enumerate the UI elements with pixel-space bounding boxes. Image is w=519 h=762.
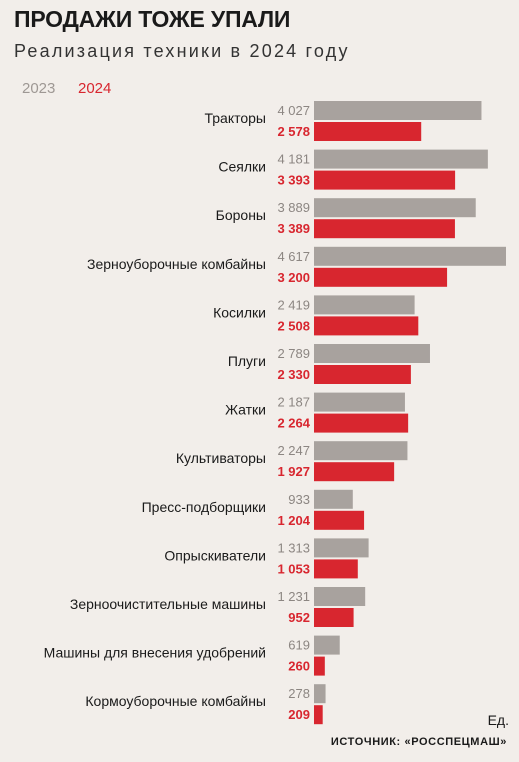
value-label-2024: 3 200: [277, 270, 310, 285]
value-label-2024: 3 393: [277, 173, 310, 188]
category-label: Бороны: [216, 207, 266, 223]
bar-2024: [314, 462, 395, 482]
bar-2024: [314, 413, 409, 433]
category-label: Опрыскиватели: [164, 547, 266, 563]
chart-title: ПРОДАЖИ ТОЖЕ УПАЛИ: [14, 6, 291, 32]
source-note: ИСТОЧНИК: «РОССПЕЦМАШ»: [330, 736, 507, 748]
category-label: Жатки: [225, 402, 266, 418]
bar-2023: [314, 344, 430, 363]
category-label: Сеялки: [218, 159, 266, 175]
bar-2024: [314, 267, 448, 287]
value-label-2024: 2 330: [277, 367, 310, 382]
value-label-2024: 2 508: [277, 318, 310, 333]
bar-2023: [314, 587, 366, 606]
value-label-2023: 4 181: [277, 152, 310, 167]
bar-2023: [314, 295, 415, 315]
value-label-2024: 2 264: [277, 416, 310, 431]
bar-2024: [314, 559, 358, 579]
bar-2024: [314, 608, 354, 627]
value-label-2024: 209: [288, 707, 310, 722]
bar-2023: [314, 246, 506, 266]
value-label-2023: 3 889: [277, 200, 310, 215]
value-label-2023: 2 419: [277, 297, 310, 312]
category-label: Тракторы: [204, 110, 266, 126]
value-label-2023: 2 789: [277, 346, 310, 361]
value-label-2023: 619: [288, 638, 310, 653]
bar-2023: [314, 635, 340, 655]
bar-2023: [314, 538, 369, 558]
value-label-2024: 952: [288, 610, 310, 625]
value-label-2023: 2 187: [277, 395, 310, 410]
value-label-2023: 933: [288, 492, 310, 507]
value-label-2023: 278: [288, 686, 310, 701]
value-label-2024: 1 927: [277, 464, 310, 479]
bar-2024: [314, 122, 422, 141]
unit-label: Ед.: [487, 712, 509, 728]
bar-2023: [314, 489, 353, 509]
value-label-2024: 260: [288, 659, 310, 674]
bar-2024: [314, 219, 455, 239]
chart-subtitle: Реализация техники в 2024 году: [14, 41, 350, 61]
bar-2023: [314, 684, 326, 704]
category-label: Машины для внесения удобрений: [44, 645, 266, 661]
bar-2024: [314, 316, 419, 336]
bar-2024: [314, 656, 325, 676]
value-label-2024: 1 053: [277, 561, 310, 576]
bar-2023: [314, 198, 476, 218]
bar-2023: [314, 441, 408, 461]
value-label-2024: 3 389: [277, 221, 310, 236]
bar-2023: [314, 101, 482, 120]
value-label-2023: 4 027: [277, 103, 310, 118]
value-label-2023: 2 247: [277, 443, 310, 458]
category-label: Косилки: [213, 304, 266, 320]
value-label-2024: 2 578: [277, 124, 310, 139]
legend-2023: 2023: [22, 80, 56, 97]
category-label: Зерноочистительные машины: [70, 596, 266, 612]
category-label: Кормоуборочные комбайны: [85, 693, 266, 709]
value-label-2023: 1 313: [277, 540, 310, 555]
category-label: Плуги: [228, 353, 266, 369]
category-label: Культиваторы: [176, 450, 266, 466]
category-label: Зерноуборочные комбайны: [87, 256, 266, 272]
bar-2023: [314, 392, 405, 412]
bar-2024: [314, 170, 456, 190]
bar-2023: [314, 149, 488, 169]
value-label-2024: 1 204: [277, 513, 310, 528]
legend-2024: 2024: [78, 80, 112, 97]
bar-2024: [314, 510, 365, 530]
bar-2024: [314, 365, 411, 384]
bar-2024: [314, 705, 323, 725]
category-label: Пресс-подборщики: [142, 499, 266, 515]
value-label-2023: 1 231: [277, 589, 310, 604]
value-label-2023: 4 617: [277, 249, 310, 264]
